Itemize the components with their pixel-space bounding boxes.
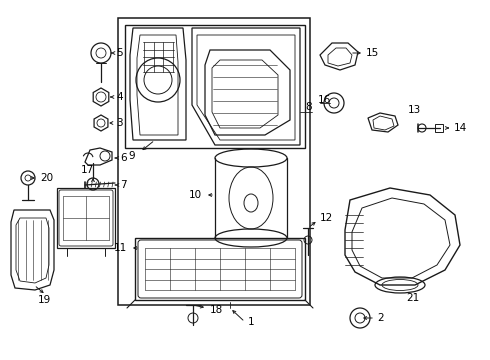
Bar [118,18,310,305]
Text: 20: 20 [40,173,53,183]
Text: 7: 7 [120,180,126,190]
Text: 14: 14 [454,123,467,133]
Text: 19: 19 [38,295,51,305]
Text: 1: 1 [248,317,255,327]
Bar [435,124,443,132]
Text: 8: 8 [305,102,312,112]
Text: 2: 2 [377,313,384,323]
Text: 12: 12 [320,213,333,223]
Text: 10: 10 [189,190,202,200]
Text: 9: 9 [128,151,135,161]
Text: 6: 6 [120,153,126,163]
Text: 18: 18 [210,305,223,315]
Text: 15: 15 [366,48,379,58]
Text: 11: 11 [114,243,127,253]
Text: 13: 13 [408,105,421,115]
Text: 3: 3 [116,118,122,128]
Text: 21: 21 [406,293,419,303]
Text: 4: 4 [116,92,122,102]
Text: 16: 16 [318,95,331,105]
Text: 17: 17 [80,165,94,175]
Text: 5: 5 [116,48,122,58]
